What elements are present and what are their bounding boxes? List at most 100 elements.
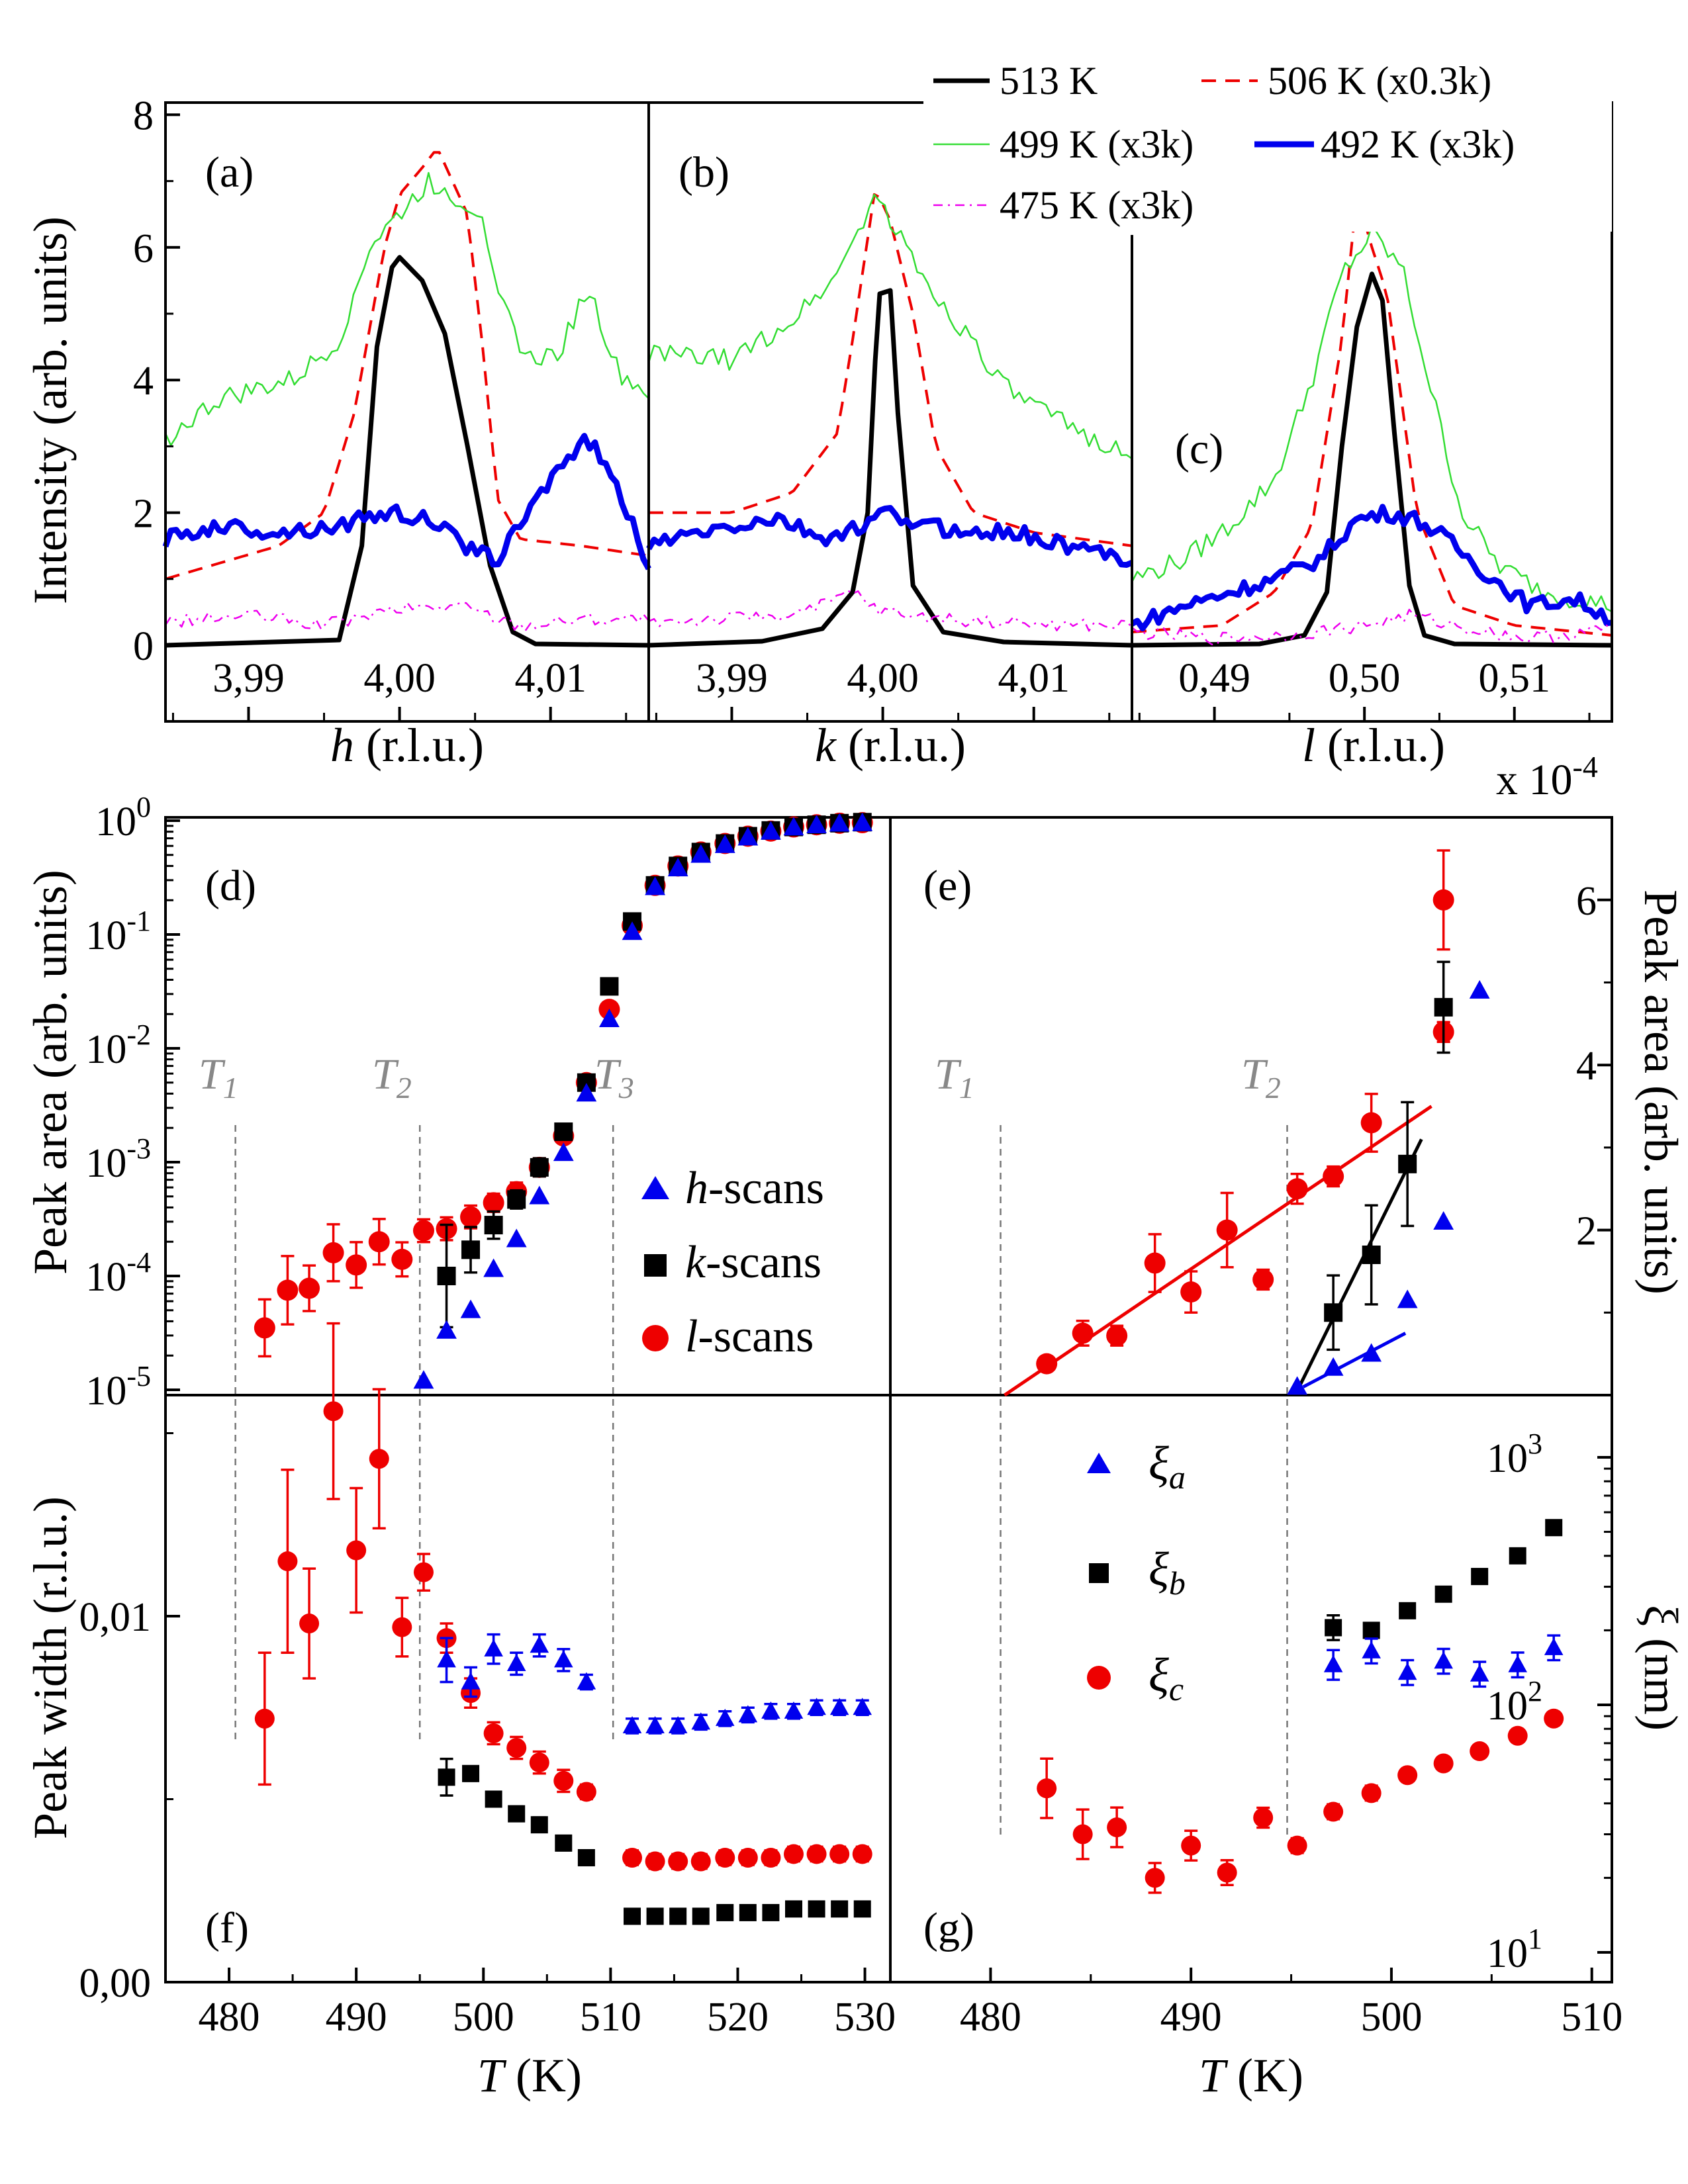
spectra-panel: 0 2 4 6 8 3,99 4,00 4,01 3,99 4,00 4,01 0,49 0,50 0,… <box>24 46 1613 772</box>
spectra-frame <box>164 101 1613 723</box>
point-g-ξb <box>1545 1519 1563 1537</box>
legend-marker-xi-b <box>1089 1563 1109 1583</box>
point-d-h-scans <box>714 834 735 853</box>
label-T2-e: T2 <box>1241 1050 1281 1105</box>
point-e-l-scans <box>1180 1281 1202 1303</box>
y-tick-label: 0 <box>133 624 154 669</box>
tick-base: 10 <box>1487 1436 1528 1481</box>
legend-d: h-scans k-scans l-scans <box>641 1163 824 1362</box>
legend-label-506: 506 K (x0.3k) <box>1268 59 1491 103</box>
point-g-ξc <box>1507 1725 1528 1746</box>
point-g-ξa <box>1470 1664 1489 1682</box>
point-f-k-scans <box>739 1903 757 1921</box>
point-f-k-scans <box>462 1764 480 1782</box>
point-f-l-scans <box>553 1770 574 1791</box>
point-d-k-scans <box>484 1216 503 1235</box>
point-g-ξa <box>1323 1655 1343 1672</box>
point-f-k-scans <box>485 1790 502 1808</box>
point-d-h-scans <box>553 1142 574 1161</box>
legend-marker-h-scans <box>641 1176 669 1199</box>
x-label-h: h (r.l.u.) <box>330 719 484 772</box>
x-tick-label-f: 530 <box>834 1995 896 2040</box>
point-d-h-scans <box>460 1299 481 1318</box>
spectra-legend: 513 K 506 K (x0.3k) 499 K (x3k) 492 K (x… <box>923 46 1612 232</box>
spectrum-492-a <box>162 433 651 570</box>
panel-e-plot <box>1004 849 1490 1397</box>
tick-base: 10 <box>85 1255 126 1300</box>
tick-exp: 3 <box>1528 1428 1542 1460</box>
point-e-l-scans <box>1323 1165 1344 1187</box>
point-f-l-scans <box>529 1752 549 1773</box>
legend-label-k-scans: k-scans <box>685 1237 821 1288</box>
point-d-l-scans <box>346 1254 367 1276</box>
point-f-h-scans <box>506 1653 526 1671</box>
point-f-l-scans <box>622 1847 643 1868</box>
point-e-k-scans <box>1362 1246 1381 1265</box>
point-g-ξa <box>1362 1641 1381 1659</box>
x-tick-label-f: 500 <box>453 1995 514 2040</box>
point-e-h-scans <box>1361 1343 1382 1362</box>
point-f-l-scans <box>277 1551 298 1572</box>
y-tick-label-d: 10-1 <box>85 905 151 958</box>
x-tick-label-g: 500 <box>1360 1995 1422 2040</box>
y-tick-label: 2 <box>133 492 154 537</box>
panel-d-plot <box>254 812 873 1389</box>
spectrum-499-a <box>164 171 649 447</box>
point-f-k-scans <box>762 1903 780 1921</box>
legend-item-499: 499 K (x3k) <box>933 122 1194 166</box>
point-f-h-scans <box>738 1705 758 1723</box>
x-tick-label: 0,50 <box>1329 656 1401 701</box>
point-f-k-scans <box>624 1907 641 1925</box>
label-T1-d: T1 <box>199 1050 238 1105</box>
x-tick-label: 3,99 <box>212 656 285 701</box>
y-tick-label-e: 2 <box>1576 1209 1597 1254</box>
y-tick-label-d: 10-3 <box>85 1132 151 1186</box>
point-f-k-scans <box>577 1848 595 1866</box>
panel-f-plot <box>254 1322 872 1925</box>
point-d-h-scans <box>413 1370 434 1389</box>
y-tick-label-g: 101 <box>1487 1923 1542 1976</box>
legend-item-492: 492 K (x3k) <box>1254 122 1515 166</box>
y-tick-label: 6 <box>133 226 154 271</box>
point-f-l-scans <box>852 1844 872 1864</box>
tick-exp: -3 <box>126 1132 151 1165</box>
point-f-k-scans <box>508 1805 526 1823</box>
point-f-h-scans <box>807 1698 826 1715</box>
y-tick-label-g: 102 <box>1487 1675 1542 1729</box>
spectrum-475-b <box>648 589 1133 632</box>
point-d-l-scans <box>460 1206 482 1228</box>
point-f-l-scans <box>806 1844 827 1864</box>
point-d-h-scans <box>783 817 804 836</box>
point-e-h-scans <box>1433 1211 1454 1230</box>
panel-label-a: (a) <box>205 148 254 197</box>
x-tick-label-f: 480 <box>199 1995 260 2040</box>
legend-mask <box>923 46 1612 232</box>
y-tick-label-e: 6 <box>1576 879 1597 924</box>
x-label-l: l (r.l.u.) <box>1302 719 1445 772</box>
point-d-h-scans <box>667 858 688 877</box>
point-g-ξb <box>1399 1602 1417 1619</box>
point-g-ξc <box>1107 1817 1127 1838</box>
panel-label-c: (c) <box>1175 425 1223 473</box>
temperature-panels: 10010-110-210-310-410-52460,000,01101102… <box>24 750 1687 2102</box>
tick-base: 10 <box>1487 1684 1528 1729</box>
y-tick-label-g: 103 <box>1487 1428 1542 1481</box>
point-d-h-scans <box>622 921 643 940</box>
tick-base: 10 <box>85 1369 126 1414</box>
legend-label-475: 475 K (x3k) <box>1000 183 1194 227</box>
point-f-k-scans <box>438 1768 455 1786</box>
point-g-ξb <box>1362 1621 1380 1639</box>
tick-base: 10 <box>85 1141 126 1186</box>
y-tick-label-f: 0,00 <box>79 1961 152 2006</box>
point-f-l-scans <box>715 1847 735 1868</box>
legend-marker-xi-a <box>1087 1453 1111 1473</box>
bottom-frame <box>164 816 1613 1983</box>
point-d-h-scans <box>436 1320 457 1339</box>
y-tick-label-f: 0,01 <box>79 1595 152 1640</box>
peak-area-y-label-left: Peak area (arb. units) <box>24 870 77 1275</box>
point-f-l-scans <box>413 1562 434 1582</box>
spectrum-513-a <box>165 255 649 648</box>
fit-line-e <box>1295 1138 1423 1392</box>
point-d-l-scans <box>254 1317 275 1339</box>
point-f-h-scans <box>645 1715 665 1733</box>
